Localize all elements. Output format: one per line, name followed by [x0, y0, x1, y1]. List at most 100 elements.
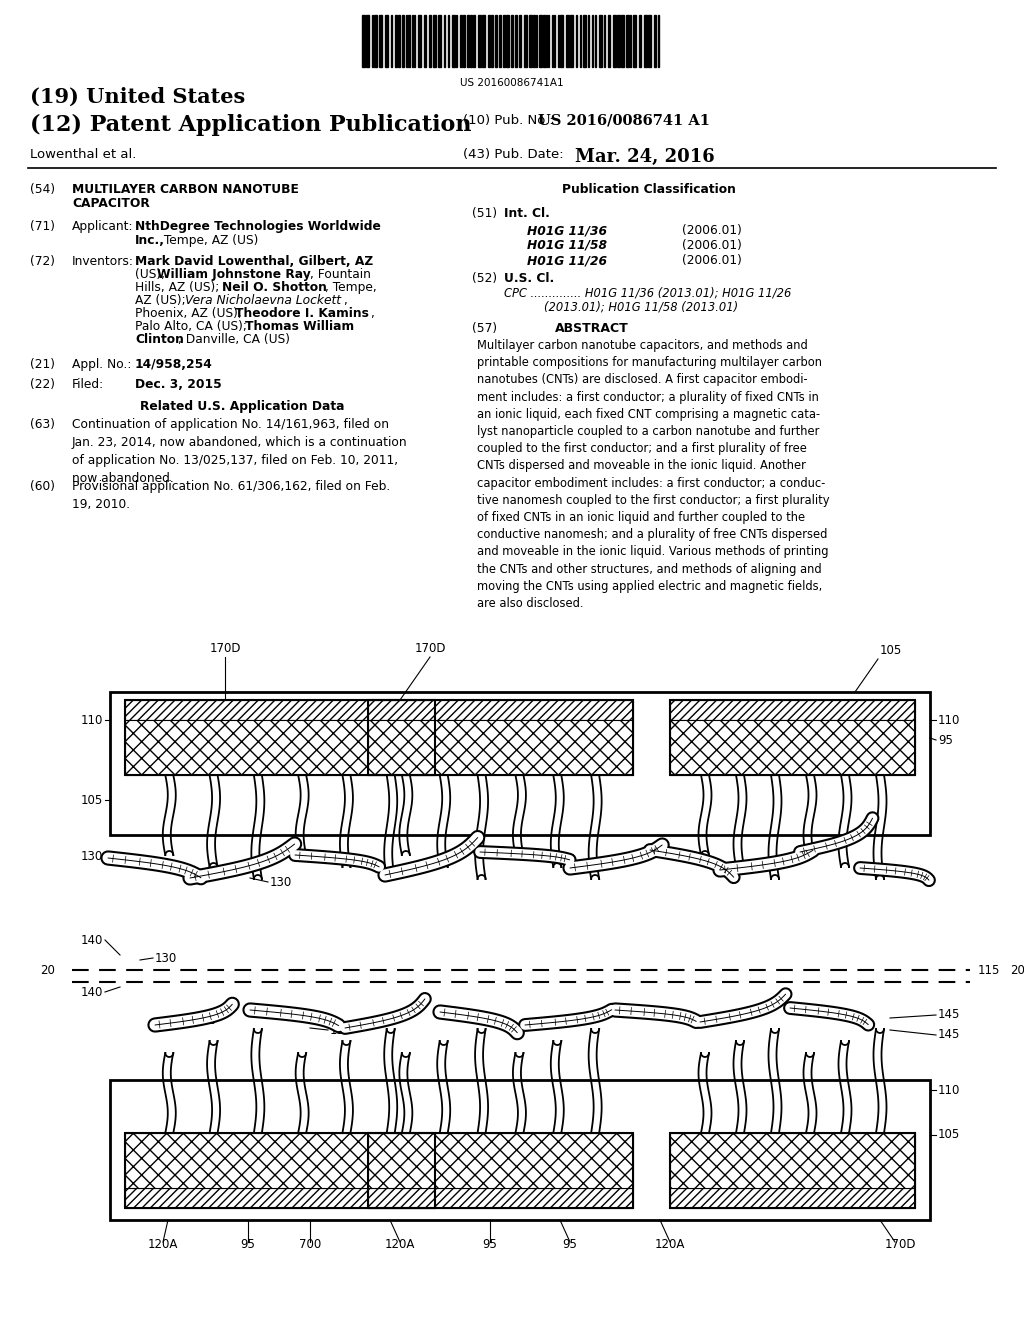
Text: Hills, AZ (US);: Hills, AZ (US);	[135, 281, 223, 294]
Text: (60): (60)	[30, 480, 55, 492]
Text: William Johnstone Ray: William Johnstone Ray	[157, 268, 310, 281]
Bar	[644, 15, 647, 67]
Text: US 2016/0086741 A1: US 2016/0086741 A1	[538, 114, 710, 128]
Text: 130: 130	[155, 952, 177, 965]
Text: (2013.01); H01G 11/58 (2013.01): (2013.01); H01G 11/58 (2013.01)	[544, 300, 738, 313]
Text: (2006.01): (2006.01)	[682, 239, 741, 252]
Text: 105: 105	[81, 793, 103, 807]
Text: U.S. Cl.: U.S. Cl.	[504, 272, 554, 285]
Text: Related U.S. Application Data: Related U.S. Application Data	[140, 400, 344, 413]
Text: (US);: (US);	[135, 268, 169, 281]
Text: 130: 130	[195, 1014, 217, 1027]
Text: 170D: 170D	[415, 642, 445, 655]
Bar	[368, 719, 633, 775]
Text: (22): (22)	[30, 378, 55, 391]
Text: (12) Patent Application Publication: (12) Patent Application Publication	[30, 114, 471, 136]
Bar	[490, 15, 493, 67]
Bar	[424, 15, 426, 67]
Text: Dec. 3, 2015: Dec. 3, 2015	[135, 378, 222, 391]
Text: (52): (52)	[472, 272, 497, 285]
Bar	[670, 700, 915, 719]
Text: Publication Classification: Publication Classification	[562, 183, 736, 195]
Bar	[539, 15, 542, 67]
Text: Inc.,: Inc.,	[135, 234, 165, 247]
Text: 130: 130	[330, 1023, 352, 1036]
Text: Tempe, AZ (US): Tempe, AZ (US)	[160, 234, 258, 247]
Text: (19) United States: (19) United States	[30, 87, 246, 107]
Bar	[438, 15, 441, 67]
Text: , Danville, CA (US): , Danville, CA (US)	[178, 333, 290, 346]
Bar	[362, 15, 365, 67]
Text: 105: 105	[938, 1129, 961, 1142]
Bar	[621, 15, 624, 67]
Bar	[433, 15, 436, 67]
Bar	[110, 692, 930, 836]
Text: Palo Alto, CA (US);: Palo Alto, CA (US);	[135, 319, 251, 333]
Text: Phoenix, AZ (US);: Phoenix, AZ (US);	[135, 308, 246, 319]
Text: (43) Pub. Date:: (43) Pub. Date:	[463, 148, 563, 161]
Bar	[398, 15, 400, 67]
Bar	[639, 15, 641, 67]
Text: , Fountain: , Fountain	[310, 268, 371, 281]
Bar	[125, 700, 435, 719]
Bar	[110, 1080, 930, 1220]
Bar	[670, 719, 915, 775]
Text: Provisional application No. 61/306,162, filed on Feb.
19, 2010.: Provisional application No. 61/306,162, …	[72, 480, 390, 511]
Bar	[654, 15, 656, 67]
Bar	[499, 15, 501, 67]
Text: (57): (57)	[472, 322, 497, 335]
Bar	[368, 1133, 633, 1188]
Text: ,: ,	[343, 294, 347, 308]
Bar	[566, 15, 569, 67]
Text: Clinton: Clinton	[135, 333, 184, 346]
Bar	[418, 15, 421, 67]
Text: Mar. 24, 2016: Mar. 24, 2016	[575, 148, 715, 166]
Text: 140: 140	[81, 933, 103, 946]
Text: Lowenthal et al.: Lowenthal et al.	[30, 148, 136, 161]
Text: Thomas William: Thomas William	[245, 319, 354, 333]
Bar	[670, 700, 915, 775]
Bar	[460, 15, 462, 67]
Text: 95: 95	[241, 1238, 255, 1251]
Bar	[583, 15, 586, 67]
Bar	[506, 15, 509, 67]
Bar	[368, 700, 633, 719]
Bar	[125, 719, 435, 775]
Bar	[452, 15, 455, 67]
Bar	[495, 15, 497, 67]
Bar	[379, 15, 382, 67]
Text: 110: 110	[938, 714, 961, 726]
Bar	[408, 15, 410, 67]
Bar	[395, 15, 397, 67]
Bar	[467, 15, 469, 67]
Bar	[463, 15, 465, 67]
Text: ABSTRACT: ABSTRACT	[555, 322, 629, 335]
Text: 170D: 170D	[885, 1238, 915, 1251]
Bar	[429, 15, 431, 67]
Text: 20: 20	[40, 964, 55, 977]
Text: 20': 20'	[1010, 964, 1024, 977]
Text: CPC .............. H01G 11/36 (2013.01); H01G 11/26: CPC .............. H01G 11/36 (2013.01);…	[504, 286, 792, 300]
Text: 120A: 120A	[385, 1238, 415, 1251]
Text: 145: 145	[938, 1028, 961, 1041]
Text: (54): (54)	[30, 183, 55, 195]
Text: 110: 110	[81, 714, 103, 726]
Text: Applicant:: Applicant:	[72, 220, 133, 234]
Bar	[570, 15, 573, 67]
Text: 110: 110	[938, 1084, 961, 1097]
Text: Filed:: Filed:	[72, 378, 104, 391]
Text: Mark David Lowenthal, Gilbert, AZ: Mark David Lowenthal, Gilbert, AZ	[135, 255, 373, 268]
Text: (2006.01): (2006.01)	[682, 224, 741, 238]
Bar	[511, 15, 513, 67]
Bar	[125, 1188, 435, 1208]
Bar	[515, 15, 517, 67]
Text: Neil O. Shotton: Neil O. Shotton	[222, 281, 327, 294]
Text: Appl. No.:: Appl. No.:	[72, 358, 131, 371]
Bar	[599, 15, 602, 67]
Text: 95: 95	[938, 734, 953, 747]
Text: NthDegree Technologies Worldwide: NthDegree Technologies Worldwide	[135, 220, 381, 234]
Bar	[560, 15, 563, 67]
Bar	[366, 15, 369, 67]
Bar	[529, 15, 532, 67]
Text: AZ (US);: AZ (US);	[135, 294, 189, 308]
